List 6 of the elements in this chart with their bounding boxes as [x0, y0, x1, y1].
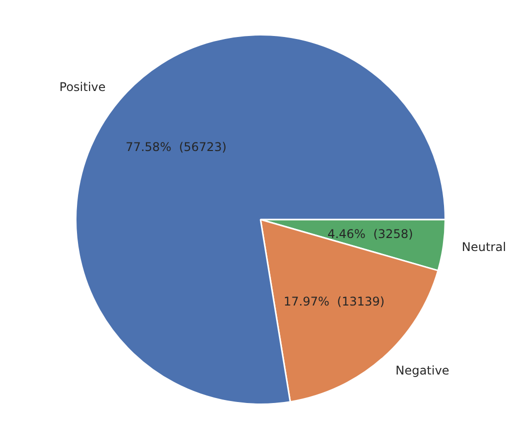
data-label: 77.58% (56723): [126, 140, 226, 154]
slice-label: Positive: [59, 80, 106, 94]
slice-label: Negative: [395, 364, 450, 378]
data-label: 4.46% (3258): [327, 227, 414, 242]
data-label: 17.97% (13139): [284, 294, 385, 308]
slice-label: Neutral: [462, 240, 506, 254]
